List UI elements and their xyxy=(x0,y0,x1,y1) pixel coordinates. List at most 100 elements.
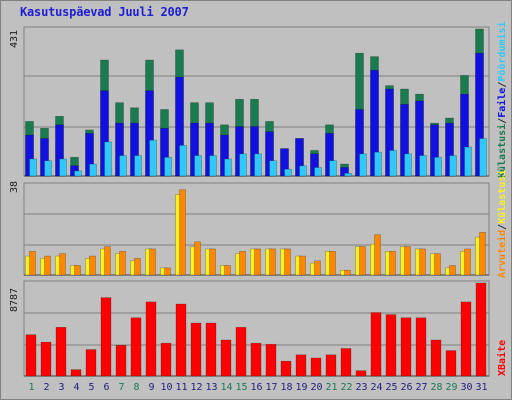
bar-xbaite xyxy=(415,317,427,377)
bar-poordumisi xyxy=(449,155,457,177)
bar-xbaite xyxy=(175,303,187,377)
bar-arvuteid xyxy=(374,234,381,276)
bar-arvuteid xyxy=(254,248,261,276)
bar-xbaite xyxy=(235,327,247,377)
bar-xbaite xyxy=(400,317,412,377)
bar-arvuteid xyxy=(119,251,126,276)
bar-poordumisi xyxy=(419,155,427,177)
bar-arvuteid xyxy=(329,251,336,276)
bar-poordumisi xyxy=(104,141,112,177)
x-tick-label: 29 xyxy=(445,382,458,393)
bar-poordumisi xyxy=(284,168,292,177)
legend-middle: Arvuteid/Külastusi xyxy=(497,170,508,278)
bar-xbaite xyxy=(460,301,472,377)
bar-xbaite xyxy=(25,334,37,377)
x-tick-label: 16 xyxy=(250,382,263,393)
x-tick-label: 8 xyxy=(133,382,140,393)
x-tick-label: 14 xyxy=(220,382,233,393)
bar-poordumisi xyxy=(344,172,352,177)
bar-xbaite xyxy=(160,342,172,377)
x-tick-label: 13 xyxy=(205,382,218,393)
bar-arvuteid xyxy=(479,232,486,276)
bar-poordumisi xyxy=(299,165,307,177)
x-tick-label: 24 xyxy=(370,382,383,393)
y-max-label-top: 431 xyxy=(9,29,20,48)
bar-arvuteid xyxy=(209,248,216,276)
bar-poordumisi xyxy=(479,138,487,177)
bar-poordumisi xyxy=(374,151,382,177)
bar-arvuteid xyxy=(464,248,471,276)
bar-poordumisi xyxy=(329,160,337,177)
bar-poordumisi xyxy=(464,146,472,177)
bar-arvuteid xyxy=(239,251,246,276)
x-tick-label: 22 xyxy=(340,382,353,393)
bar-poordumisi xyxy=(209,155,217,177)
bar-xbaite xyxy=(370,312,382,377)
bar-arvuteid xyxy=(389,251,396,276)
bar-arvuteid xyxy=(269,248,276,276)
legend-xbaite: XBaite xyxy=(497,339,508,376)
bar-arvuteid xyxy=(194,241,201,276)
bar-xbaite xyxy=(115,345,127,377)
bar-arvuteid xyxy=(179,189,186,276)
bar-xbaite xyxy=(220,339,232,377)
bar-poordumisi xyxy=(194,155,202,177)
x-tick-label: 10 xyxy=(160,382,173,393)
x-tick-label: 7 xyxy=(118,382,125,393)
bar-xbaite xyxy=(190,322,202,377)
bar-poordumisi xyxy=(119,155,127,177)
bar-arvuteid xyxy=(44,255,51,276)
bar-xbaite xyxy=(430,339,442,377)
bar-arvuteid xyxy=(449,265,456,276)
bar-poordumisi xyxy=(434,156,442,177)
legend-kulastusi-yellow: Külastusi xyxy=(497,169,508,224)
bar-xbaite xyxy=(85,349,97,377)
bar-xbaite xyxy=(205,322,217,377)
bar-poordumisi xyxy=(224,158,232,177)
bar-xbaite xyxy=(250,342,262,377)
bar-poordumisi xyxy=(254,153,262,177)
x-tick-label: 12 xyxy=(190,382,203,393)
bar-xbaite xyxy=(55,327,67,377)
bar-arvuteid xyxy=(164,267,171,276)
legend-top: Külastusi/Faile/Pöördumisi xyxy=(497,21,508,178)
x-tick-label: 25 xyxy=(385,382,398,393)
bar-poordumisi xyxy=(29,158,37,177)
x-tick-label: 28 xyxy=(430,382,443,393)
x-tick-label: 26 xyxy=(400,382,413,393)
bar-arvuteid xyxy=(59,253,66,276)
x-tick-label: 15 xyxy=(235,382,248,393)
bar-xbaite xyxy=(70,369,82,377)
bar-arvuteid xyxy=(89,255,96,276)
x-tick-label: 21 xyxy=(325,382,338,393)
x-tick-label: 9 xyxy=(148,382,155,393)
x-tick-label: 31 xyxy=(475,382,488,393)
x-tick-label: 20 xyxy=(310,382,323,393)
bar-poordumisi xyxy=(314,167,322,177)
x-tick-label: 1 xyxy=(28,382,35,393)
bar-xbaite xyxy=(145,301,157,377)
bar-arvuteid xyxy=(404,246,411,276)
bar-xbaite xyxy=(325,354,337,377)
bar-xbaite xyxy=(130,317,142,377)
bar-poordumisi xyxy=(59,158,67,177)
legend-sep: / xyxy=(497,117,508,124)
bar-arvuteid xyxy=(149,248,156,276)
bar-arvuteid xyxy=(434,253,441,276)
bar-poordumisi xyxy=(149,139,157,177)
bar-xbaite xyxy=(340,348,352,377)
bar-xbaite xyxy=(295,354,307,377)
bar-xbaite xyxy=(385,314,397,377)
bar-poordumisi xyxy=(389,150,397,177)
bar-arvuteid xyxy=(299,255,306,276)
y-max-label-middle: 38 xyxy=(9,180,20,193)
x-tick-label: 4 xyxy=(73,382,80,393)
x-tick-label: 17 xyxy=(265,382,278,393)
bar-arvuteid xyxy=(284,248,291,276)
x-tick-label: 2 xyxy=(43,382,50,393)
bar-poordumisi xyxy=(359,153,367,177)
bar-poordumisi xyxy=(44,160,52,177)
bar-poordumisi xyxy=(179,145,187,177)
bar-arvuteid xyxy=(74,265,81,276)
legend-sep: / xyxy=(497,223,508,230)
